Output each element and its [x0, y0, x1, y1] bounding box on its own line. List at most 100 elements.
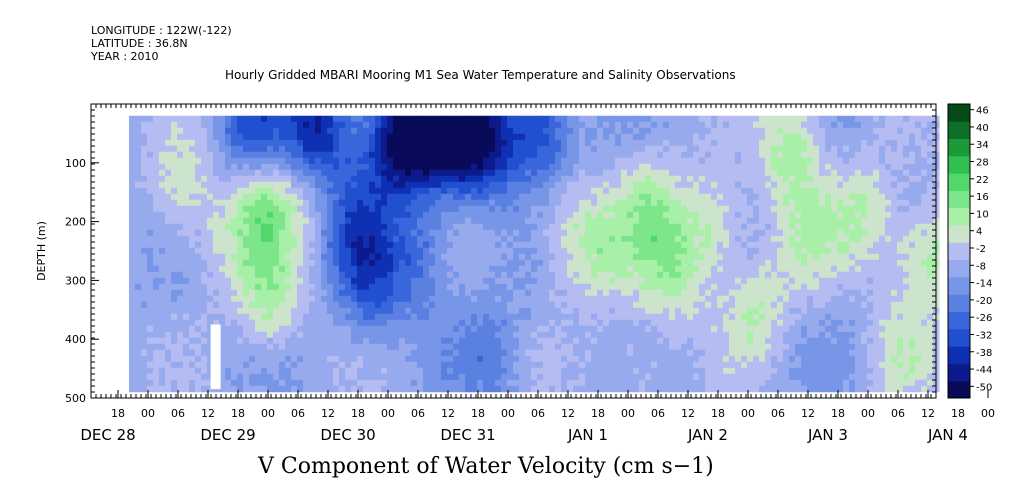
heatmap-cell	[495, 253, 502, 261]
heatmap-cell	[351, 301, 358, 309]
heatmap-cell	[627, 277, 634, 285]
heatmap-cell	[465, 343, 472, 351]
heatmap-cell	[171, 283, 178, 291]
heatmap-cell	[771, 271, 778, 279]
heatmap-cell	[291, 385, 298, 393]
heatmap-cell	[753, 349, 760, 357]
heatmap-cell	[465, 253, 472, 261]
heatmap-cell	[687, 313, 694, 321]
heatmap-cell	[651, 181, 658, 189]
heatmap-cell	[645, 133, 652, 141]
heatmap-cell	[219, 211, 226, 219]
heatmap-cell	[363, 235, 370, 243]
heatmap-cell	[225, 379, 232, 387]
heatmap-cell	[693, 157, 700, 165]
heatmap-cell	[339, 211, 346, 219]
heatmap-cell	[171, 301, 178, 309]
heatmap-cell	[471, 121, 478, 129]
heatmap-cell	[555, 385, 562, 393]
heatmap-cell	[687, 121, 694, 129]
heatmap-cell	[159, 307, 166, 315]
heatmap-cell	[351, 145, 358, 153]
heatmap-cell	[201, 301, 208, 309]
heatmap-cell	[195, 217, 202, 225]
heatmap-cell	[411, 193, 418, 201]
heatmap-cell	[285, 217, 292, 225]
heatmap-cell	[567, 139, 574, 147]
heatmap-cell	[633, 247, 640, 255]
heatmap-cell	[147, 217, 154, 225]
heatmap-cell	[675, 211, 682, 219]
heatmap-cell	[279, 193, 286, 201]
heatmap-cell	[219, 157, 226, 165]
heatmap-cell	[429, 151, 436, 159]
heatmap-cell	[285, 151, 292, 159]
heatmap-cell	[459, 193, 466, 201]
heatmap-cell	[177, 349, 184, 357]
heatmap-cell	[495, 361, 502, 369]
heatmap-cell	[639, 193, 646, 201]
heatmap-cell	[411, 379, 418, 387]
heatmap-cell	[477, 241, 484, 249]
heatmap-cell	[357, 193, 364, 201]
heatmap-cell	[621, 313, 628, 321]
heatmap-cell	[723, 241, 730, 249]
heatmap-cell	[183, 367, 190, 375]
heatmap-cell	[669, 289, 676, 297]
heatmap-cell	[657, 175, 664, 183]
heatmap-cell	[585, 187, 592, 195]
heatmap-cell	[249, 301, 256, 309]
heatmap-cell	[621, 379, 628, 387]
heatmap-cell	[741, 271, 748, 279]
heatmap-cell	[495, 367, 502, 375]
heatmap-cell	[345, 223, 352, 231]
heatmap-cell	[459, 349, 466, 357]
heatmap-cell	[729, 343, 736, 351]
heatmap-cell	[345, 379, 352, 387]
heatmap-cell	[465, 217, 472, 225]
heatmap-cell	[237, 367, 244, 375]
heatmap-cell	[363, 331, 370, 339]
heatmap-cell	[699, 151, 706, 159]
heatmap-cell	[693, 229, 700, 237]
heatmap-cell	[531, 349, 538, 357]
heatmap-cell	[237, 217, 244, 225]
heatmap-cell	[669, 349, 676, 357]
heatmap-cell	[729, 187, 736, 195]
heatmap-cell	[489, 127, 496, 135]
heatmap-cell	[579, 223, 586, 231]
heatmap-cell	[429, 139, 436, 147]
heatmap-cell	[189, 277, 196, 285]
heatmap-cell	[699, 319, 706, 327]
heatmap-cell	[711, 151, 718, 159]
heatmap-cell	[663, 217, 670, 225]
heatmap-cell	[585, 247, 592, 255]
heatmap-cell	[555, 325, 562, 333]
heatmap-cell	[663, 265, 670, 273]
heatmap-cell	[345, 325, 352, 333]
heatmap-cell	[159, 241, 166, 249]
heatmap-cell	[411, 235, 418, 243]
heatmap-cell	[567, 241, 574, 249]
heatmap-cell	[345, 247, 352, 255]
heatmap-cell	[321, 235, 328, 243]
heatmap-cell	[291, 205, 298, 213]
heatmap-cell	[603, 259, 610, 267]
heatmap-cell	[567, 181, 574, 189]
heatmap-cell	[153, 373, 160, 381]
heatmap-cell	[501, 247, 508, 255]
heatmap-cell	[177, 163, 184, 171]
heatmap-cell	[345, 139, 352, 147]
heatmap-cell	[435, 145, 442, 153]
heatmap-cell	[471, 319, 478, 327]
heatmap-cell	[657, 235, 664, 243]
heatmap-cell	[333, 181, 340, 189]
heatmap-cell	[585, 133, 592, 141]
heatmap-cell	[627, 319, 634, 327]
heatmap-cell	[579, 373, 586, 381]
heatmap-cell	[249, 307, 256, 315]
heatmap-cell	[723, 217, 730, 225]
heatmap-cell	[303, 325, 310, 333]
heatmap-cell	[639, 355, 646, 363]
heatmap-cell	[687, 169, 694, 177]
